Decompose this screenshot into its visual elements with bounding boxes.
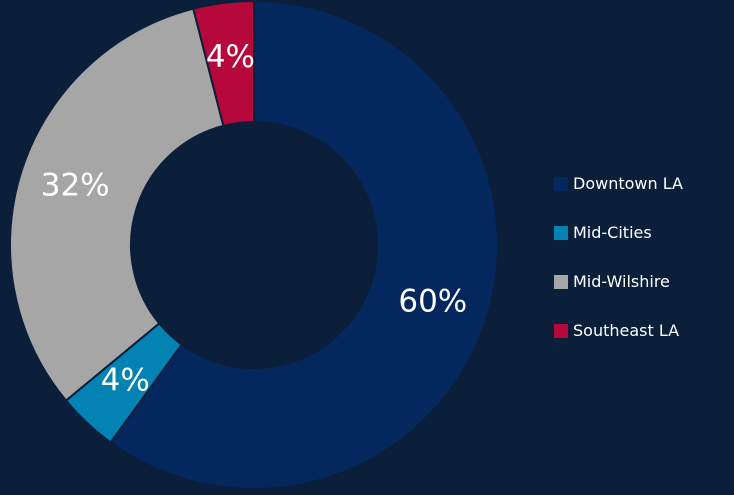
legend-swatch-mid-wilshire: [554, 274, 568, 289]
legend-item-southeast-la[interactable]: Southeast LA: [554, 315, 734, 346]
donut-slice-mid-wilshire[interactable]: [9, 7, 225, 402]
data-label-downtown-la: 60%: [398, 284, 467, 320]
data-label-mid-cities: 4%: [101, 363, 150, 399]
legend-label-mid-cities: Mid-Cities: [573, 222, 652, 242]
data-label-mid-wilshire: 32%: [41, 167, 110, 203]
legend-item-mid-wilshire[interactable]: Mid-Wilshire: [554, 266, 734, 297]
donut-slice-labels: 60% 4% 32% 4%: [41, 39, 468, 399]
legend-label-downtown-la: Downtown LA: [573, 173, 683, 193]
donut-slices: [9, 0, 499, 490]
legend-label-southeast-la: Southeast LA: [573, 320, 680, 340]
legend-item-downtown-la[interactable]: Downtown LA: [554, 168, 734, 199]
donut-slice-downtown-la[interactable]: [109, 0, 499, 490]
data-label-southeast-la: 4%: [206, 39, 255, 75]
chart-legend: Downtown LA Mid-Cities Mid-Wilshire Sout…: [554, 168, 734, 364]
legend-swatch-downtown-la: [554, 176, 568, 191]
legend-swatch-mid-cities: [554, 225, 568, 240]
donut-slice-southeast-la[interactable]: [192, 0, 255, 128]
legend-swatch-southeast-la: [554, 323, 568, 338]
legend-item-mid-cities[interactable]: Mid-Cities: [554, 217, 734, 248]
legend-label-mid-wilshire: Mid-Wilshire: [573, 271, 670, 291]
